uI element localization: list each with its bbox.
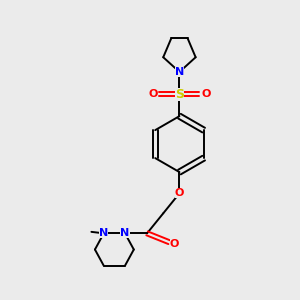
Text: S: S [175,88,184,100]
Text: N: N [99,228,108,238]
Text: N: N [120,228,130,238]
Text: N: N [175,67,184,77]
Text: O: O [201,89,211,99]
Text: O: O [170,238,179,249]
Text: N: N [120,228,130,238]
Text: O: O [175,188,184,198]
Text: O: O [148,89,158,99]
